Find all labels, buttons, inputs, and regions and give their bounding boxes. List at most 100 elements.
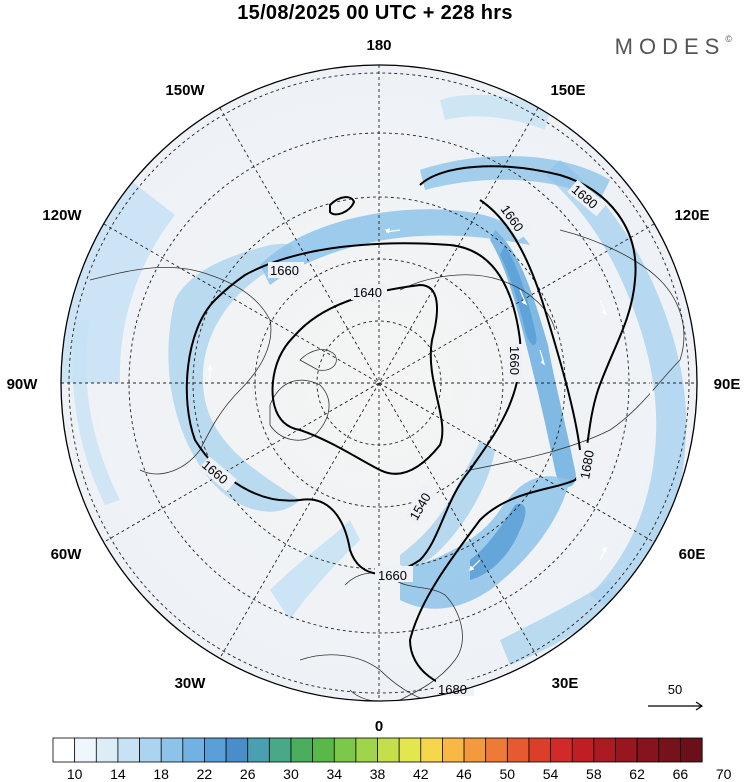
contour-label: 1680 [438,682,467,697]
lon-label-180: 180 [366,37,391,54]
coast-north-america [89,267,272,475]
brand-logo: MODES© [615,34,732,60]
lon-label-30e: 30E [552,675,579,692]
contour-label: 1680 [577,449,597,480]
colorbar-swatch [74,737,97,763]
lon-label-90w: 90W [7,376,39,393]
lon-label-120w: 120W [42,207,82,224]
jet-core-east-inner [500,245,537,345]
colorbar-swatch [528,737,552,763]
contour-label: 1640 [353,285,382,300]
coast-arctic-islands [299,349,337,371]
colorbar-swatch [355,737,379,763]
lon-label-150w: 150W [165,82,205,99]
wind-arrow [384,228,401,234]
colorbar-swatch [420,737,443,763]
lon-label-150e: 150E [550,82,585,99]
colorbar-swatch [398,737,422,763]
jet-band-north [260,209,530,285]
colorbar-label: 22 [197,766,213,782]
colorbar-label: 14 [110,766,126,782]
colorbar-swatch [615,737,638,763]
wind-vectors [207,228,653,571]
colorbar-label: 70 [716,766,732,782]
colorbar-label: 26 [240,766,256,782]
colorbar-swatch [485,737,508,763]
colorbar-label: 58 [586,766,602,782]
jet-band-outer [61,180,175,383]
jet-core-east [490,230,576,487]
colorbar-swatch [636,737,660,763]
meridian-60-240 [103,223,655,543]
colorbar-swatch [593,737,617,763]
contour-1640 [271,283,444,475]
wind-arrow [599,299,608,316]
colorbar-swatch [225,737,249,763]
wind-arrow [648,379,653,396]
jet-band-southwest [270,520,360,620]
wind-arrow [599,546,607,561]
colorbar-swatch [571,737,595,763]
jet-band-west [168,243,300,512]
contour-label: 1660 [378,568,407,583]
colorbar-swatch [139,737,162,763]
colorbar-swatch [204,737,227,763]
contour-1660-east [479,199,581,451]
colorbar-label: 18 [153,766,169,782]
colorbar-swatch [377,737,400,763]
jet-band-pacific [440,94,550,130]
colorbar-swatch [117,737,141,763]
wind-arrow [207,364,213,380]
colorbar-swatch [247,737,270,763]
colorbar-label: 30 [283,766,299,782]
colorbar-swatch [160,737,184,763]
contour-1660-small [329,196,356,216]
contour-label: 1660 [270,263,299,278]
jet-band-west-outer [72,320,120,505]
contour-label: 1660 [507,346,522,375]
colorbar-label: 62 [629,766,645,782]
coast-greenland [269,379,330,441]
colorbar-label: 66 [673,766,689,782]
lon-label-0: 0 [375,718,383,735]
brand-mark: © [725,34,732,44]
colorbar-swatch [658,737,681,763]
colorbar-swatch [95,737,119,763]
colorbar-swatch [312,737,335,763]
colorbar-label: 46 [456,766,472,782]
lon-label-120e: 120E [674,207,709,224]
colorbar-swatch [679,737,703,763]
meridian-30-210 [219,107,539,659]
meridian-120-300 [103,223,655,543]
lon-label-60e: 60E [679,546,706,563]
colorbar-swatch [441,737,465,763]
colorbar: 10 14 18 22 26 30 34 38 42 46 50 54 58 62 66 70 [52,737,732,782]
colorbar-label: 10 [67,766,83,782]
contour-1660-main [185,242,522,575]
wind-arrow [519,289,528,306]
colorbar-swatch [268,737,292,763]
lon-label-30w: 30W [175,675,207,692]
vector-reference-label: 50 [668,682,682,697]
map-title: 15/08/2025 00 UTC + 228 hrs [237,2,513,24]
colorbar-swatch [550,737,573,763]
coast-asia [469,229,685,471]
jet-band-south [400,476,570,609]
wind-speed-field [61,94,687,665]
colorbar-swatch [290,737,314,763]
map-border [60,64,698,702]
colorbar-swatch [52,737,76,763]
brand-name: MODES [614,34,726,59]
colorbar-swatch [506,737,530,763]
colorbar-swatch [333,737,357,763]
lon-label-60w: 60W [51,546,83,563]
colorbar-swatch [182,737,206,763]
colorbar-swatch [463,737,487,763]
wind-arrow [539,349,545,366]
colorbar-label: 54 [543,766,559,782]
colorbar-label: 38 [370,766,386,782]
jet-band-far-east [545,160,687,610]
graticule [61,65,697,701]
jet-core-south [470,503,526,580]
lon-label-90e: 90E [714,376,741,393]
